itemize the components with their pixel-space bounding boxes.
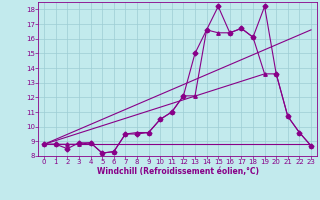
- X-axis label: Windchill (Refroidissement éolien,°C): Windchill (Refroidissement éolien,°C): [97, 167, 259, 176]
